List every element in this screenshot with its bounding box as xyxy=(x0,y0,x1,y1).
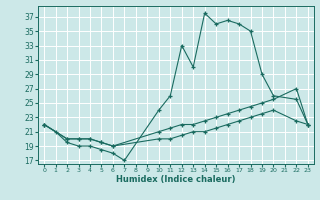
X-axis label: Humidex (Indice chaleur): Humidex (Indice chaleur) xyxy=(116,175,236,184)
